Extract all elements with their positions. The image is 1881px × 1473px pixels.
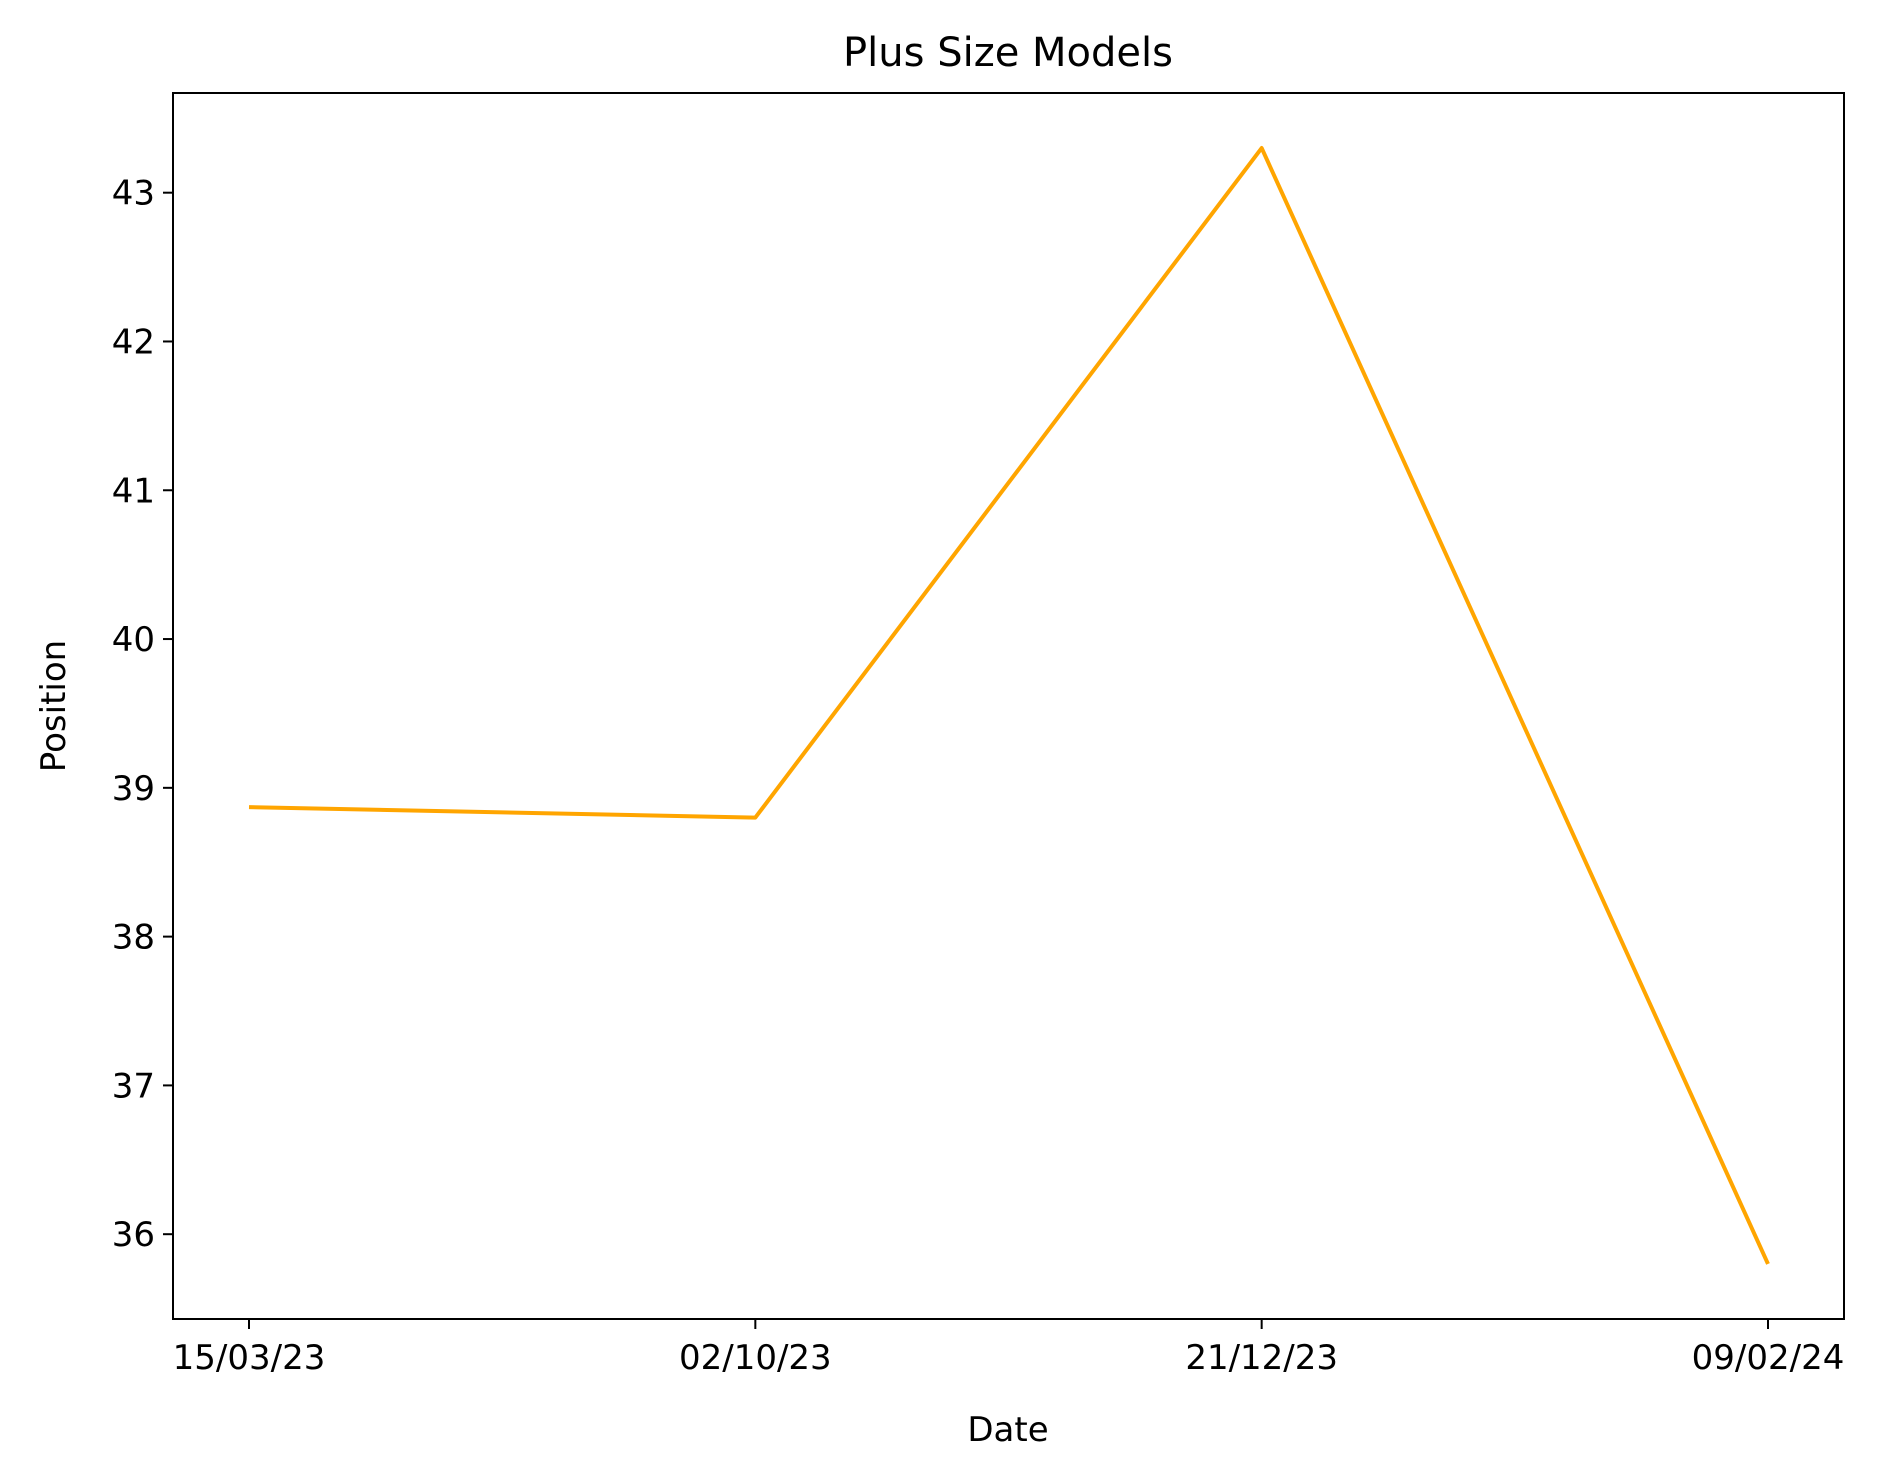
x-axis: 15/03/23 02/10/23 21/12/23 09/02/24: [173, 1319, 1845, 1378]
x-tick-label-0: 15/03/23: [173, 1338, 326, 1378]
y-tick-label-1: 37: [112, 1066, 155, 1106]
y-tick-label-0: 36: [112, 1215, 155, 1255]
y-tick-label-5: 41: [112, 471, 155, 511]
y-axis-label: Position: [34, 640, 74, 772]
chart-title: Plus Size Models: [843, 30, 1173, 76]
plot-frame: [172, 92, 1845, 1320]
y-tick-label-6: 42: [112, 322, 155, 362]
x-axis-label: Date: [967, 1410, 1048, 1450]
x-tick-label-2: 21/12/23: [1185, 1338, 1338, 1378]
y-tick-label-3: 39: [112, 769, 155, 809]
x-tick-label-1: 02/10/23: [679, 1338, 832, 1378]
series-line-0: [248, 146, 1770, 1265]
y-tick-label-4: 40: [112, 620, 155, 660]
series-layer: [248, 146, 1770, 1265]
y-axis: 36 37 38 39 40 41 42 43: [112, 174, 173, 1255]
y-tick-label-7: 43: [112, 174, 155, 214]
x-tick-label-3: 09/02/24: [1692, 1338, 1845, 1378]
y-tick-label-2: 38: [112, 918, 155, 958]
